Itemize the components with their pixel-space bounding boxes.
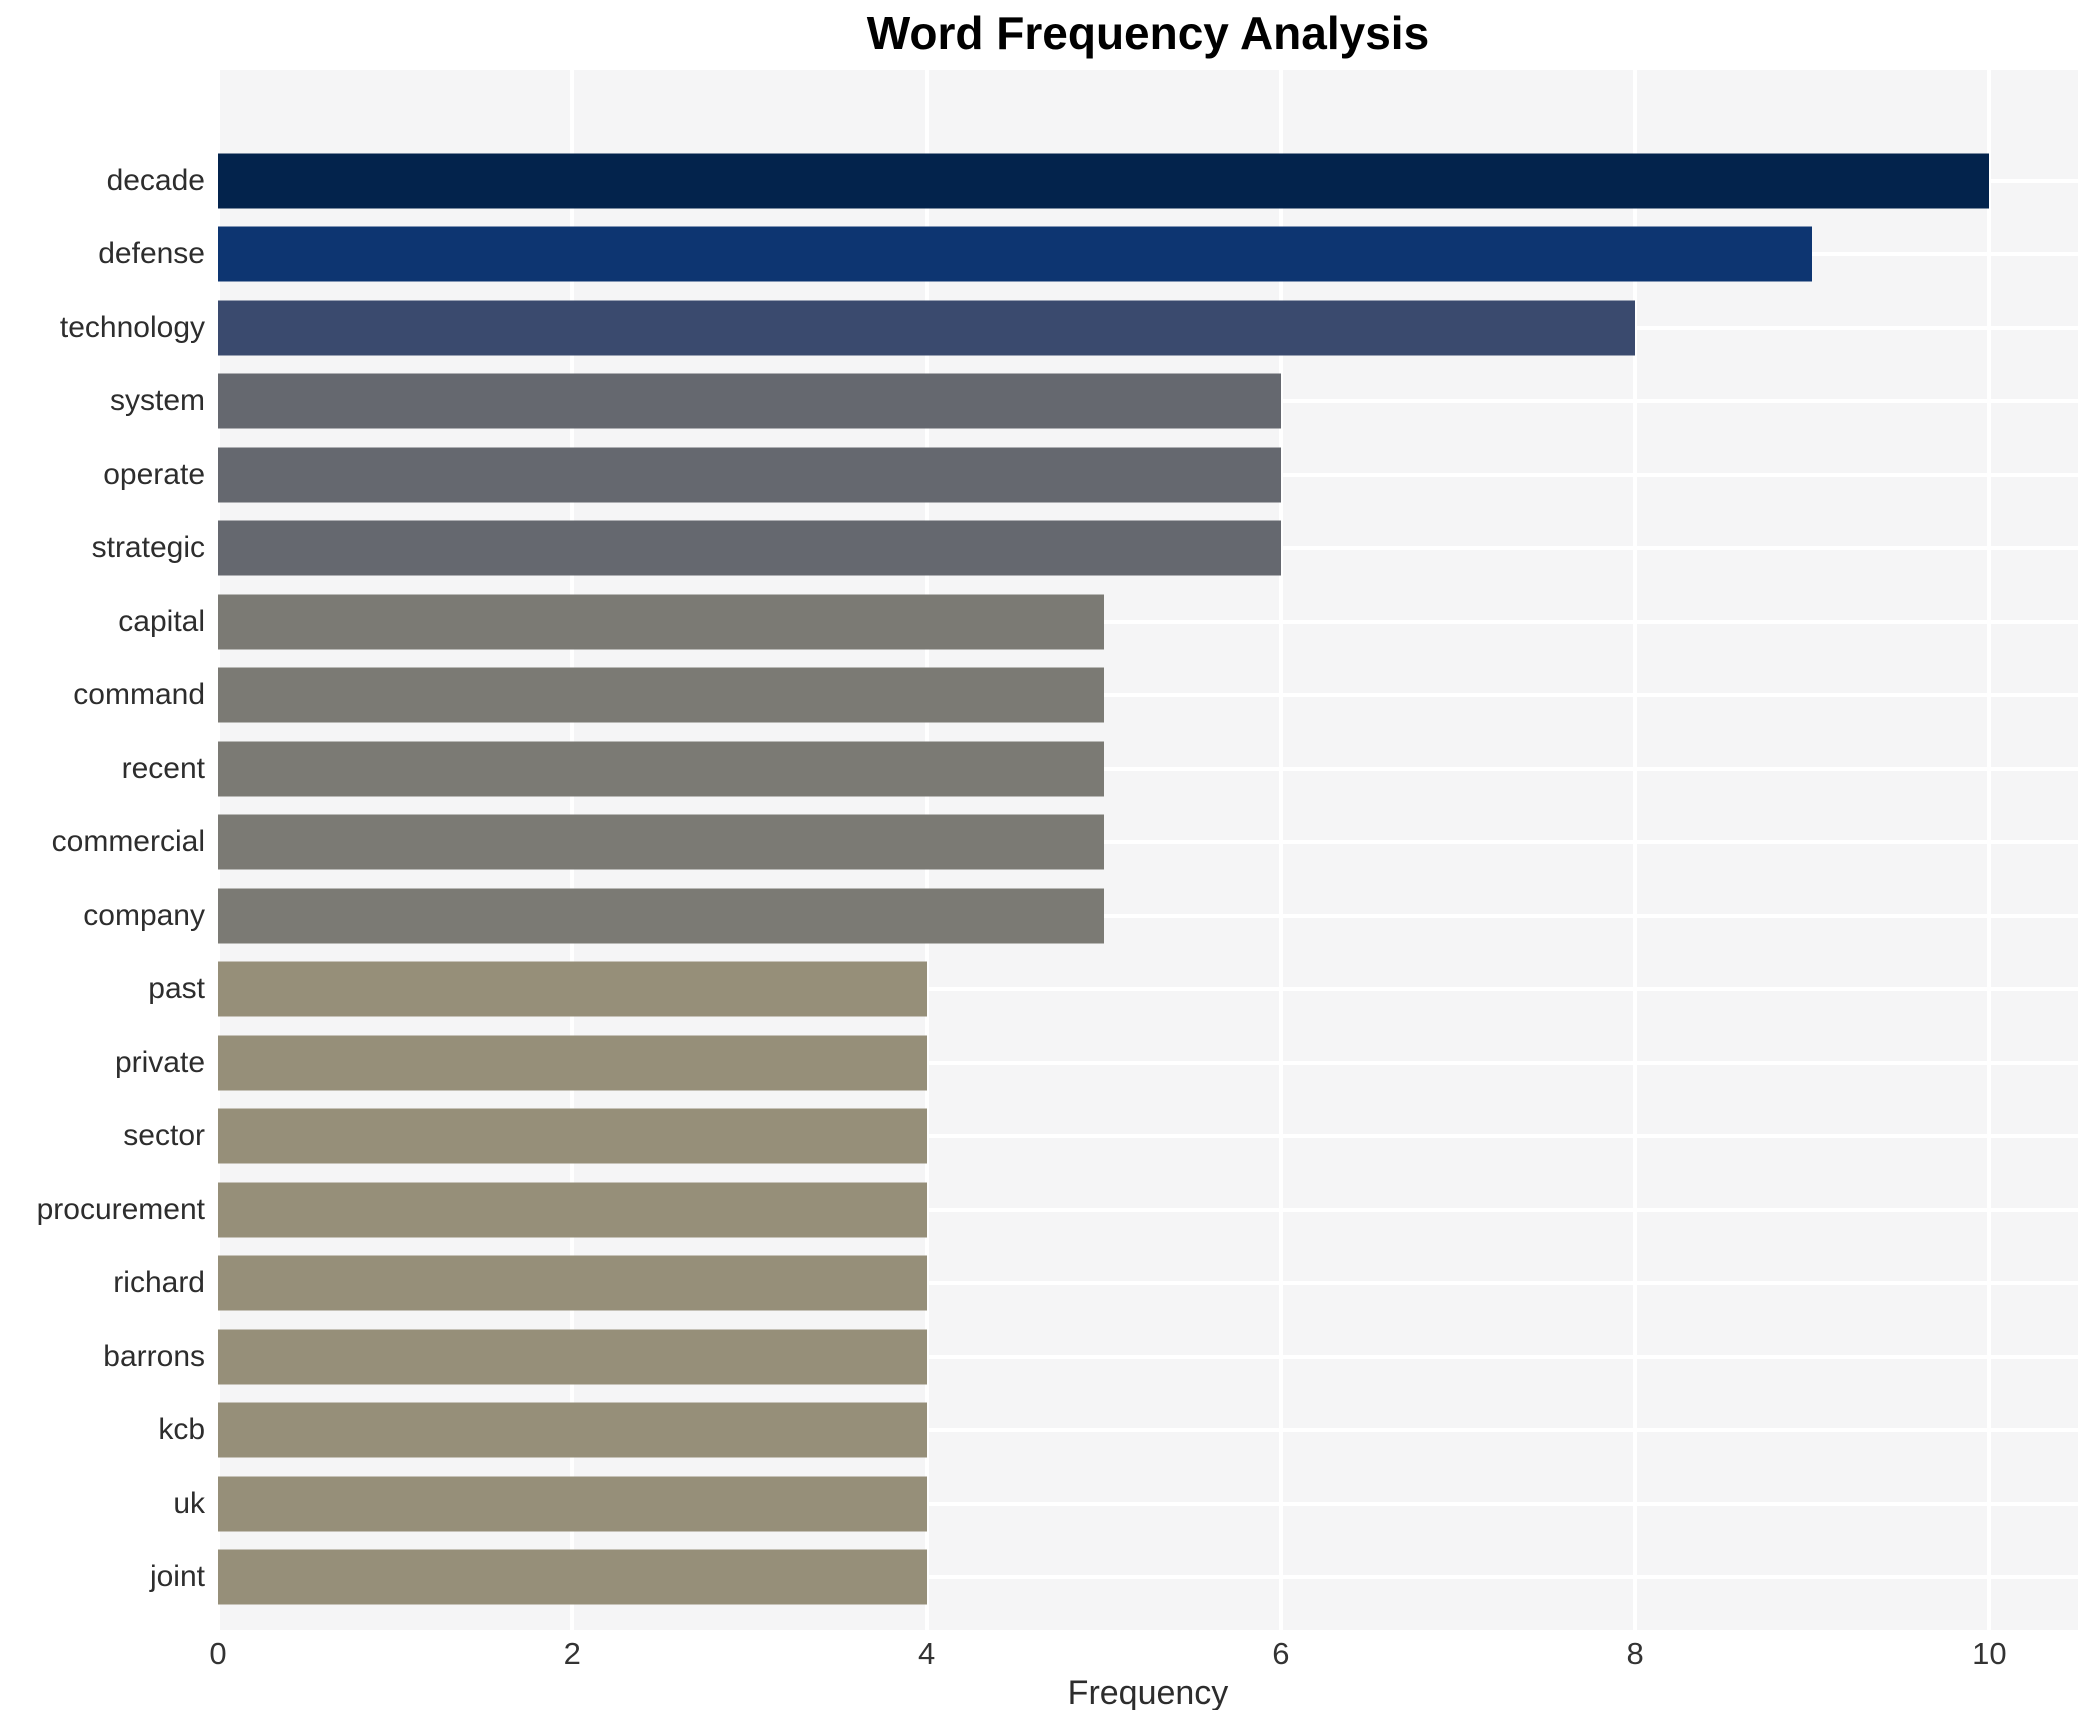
y-label-company: company (83, 898, 205, 932)
bar-row: richard (113, 1247, 2078, 1321)
gridline-y (218, 1207, 2078, 1212)
bar-rows: decade defense technology system operate stra… (37, 70, 2078, 1630)
y-label-past: past (148, 972, 205, 1006)
bar-row: procurement (37, 1173, 2078, 1247)
gridline-y (218, 1134, 2078, 1139)
gridline-x-8 (1633, 70, 1638, 1630)
gridline-y (218, 1281, 2078, 1286)
bar-row: system (110, 365, 2078, 439)
y-label-command: command (73, 678, 205, 712)
bar-row: sector (123, 1100, 2078, 1174)
y-label-uk: uk (173, 1486, 205, 1520)
bar-commercial (218, 814, 1104, 870)
bar-strategic (218, 520, 1281, 576)
bar-sector (218, 1108, 927, 1164)
x-tick-8: 8 (1626, 1636, 1644, 1671)
bar-row: commercial (52, 806, 2078, 880)
x-tick-10: 10 (1972, 1636, 2007, 1671)
gridline-y (218, 1060, 2078, 1065)
bar-past (218, 961, 927, 1017)
gridline-x-6 (1278, 70, 1283, 1630)
y-label-capital: capital (118, 604, 205, 638)
bar-technology (218, 300, 1636, 356)
gridline-y (218, 1428, 2078, 1433)
y-label-barrons: barrons (103, 1339, 205, 1373)
bar-row: technology (60, 291, 2078, 365)
gridline-y (218, 766, 2078, 771)
bar-decade (218, 153, 1990, 209)
bar-barrons (218, 1329, 927, 1385)
bar-recent (218, 741, 1104, 797)
y-label-commercial: commercial (51, 825, 205, 859)
bar-row: barrons (103, 1320, 2078, 1394)
y-label-strategic: strategic (91, 531, 205, 565)
bar-row: decade (107, 144, 2078, 218)
y-label-operate: operate (103, 457, 205, 491)
y-label-recent: recent (121, 751, 205, 785)
y-label-defense: defense (98, 237, 205, 271)
y-label-private: private (114, 1045, 205, 1079)
y-label-kcb: kcb (158, 1413, 205, 1447)
x-tick-4: 4 (917, 1636, 936, 1671)
y-label-system: system (109, 384, 205, 418)
plot-panel: decade defense technology system operate stra… (37, 70, 2078, 1630)
gridline-y (218, 619, 2078, 624)
bar-row: command (73, 659, 2078, 733)
bar-procurement (218, 1182, 927, 1238)
bar-capital (218, 594, 1104, 650)
chart-title: Word Frequency Analysis (866, 7, 1430, 59)
gridline-y (218, 1575, 2078, 1580)
bar-row: operate (103, 438, 2078, 512)
bar-joint (218, 1549, 927, 1605)
bar-row: recent (122, 732, 2078, 806)
y-label-joint: joint (149, 1560, 205, 1594)
y-label-decade: decade (106, 163, 205, 197)
bar-command (218, 667, 1104, 723)
gridline-y (218, 693, 2078, 698)
bar-row: joint (150, 1541, 2078, 1615)
bar-kcb (218, 1402, 927, 1458)
x-tick-2: 2 (563, 1636, 581, 1671)
gridline-y (218, 913, 2078, 918)
bar-row: kcb (158, 1394, 2078, 1468)
x-tick-6: 6 (1272, 1636, 1290, 1671)
bar-row: capital (118, 585, 2078, 659)
gridline-y (218, 1354, 2078, 1359)
bar-row: defense (98, 218, 2078, 292)
gridline-y (218, 987, 2078, 992)
bar-defense (218, 226, 1813, 282)
bar-row: past (148, 953, 2078, 1027)
y-label-technology: technology (59, 310, 205, 344)
y-label-procurement: procurement (36, 1192, 205, 1226)
bar-company (218, 888, 1104, 944)
x-tick-0: 0 (209, 1636, 227, 1671)
bar-operate (218, 447, 1281, 503)
bar-system (218, 373, 1281, 429)
bar-row: uk (173, 1467, 2078, 1541)
gridline-y (218, 840, 2078, 845)
gridline-x-10 (1987, 70, 1992, 1630)
y-label-sector: sector (123, 1119, 205, 1153)
gridline-y (218, 1501, 2078, 1506)
bar-row: private (115, 1026, 2078, 1100)
x-axis-label: Frequency (1067, 1674, 1229, 1710)
bar-private (218, 1035, 927, 1091)
bar-row: strategic (92, 512, 2078, 586)
y-label-richard: richard (113, 1266, 205, 1300)
bar-richard (218, 1255, 927, 1311)
bar-uk (218, 1476, 927, 1532)
bar-row: company (83, 879, 2078, 953)
